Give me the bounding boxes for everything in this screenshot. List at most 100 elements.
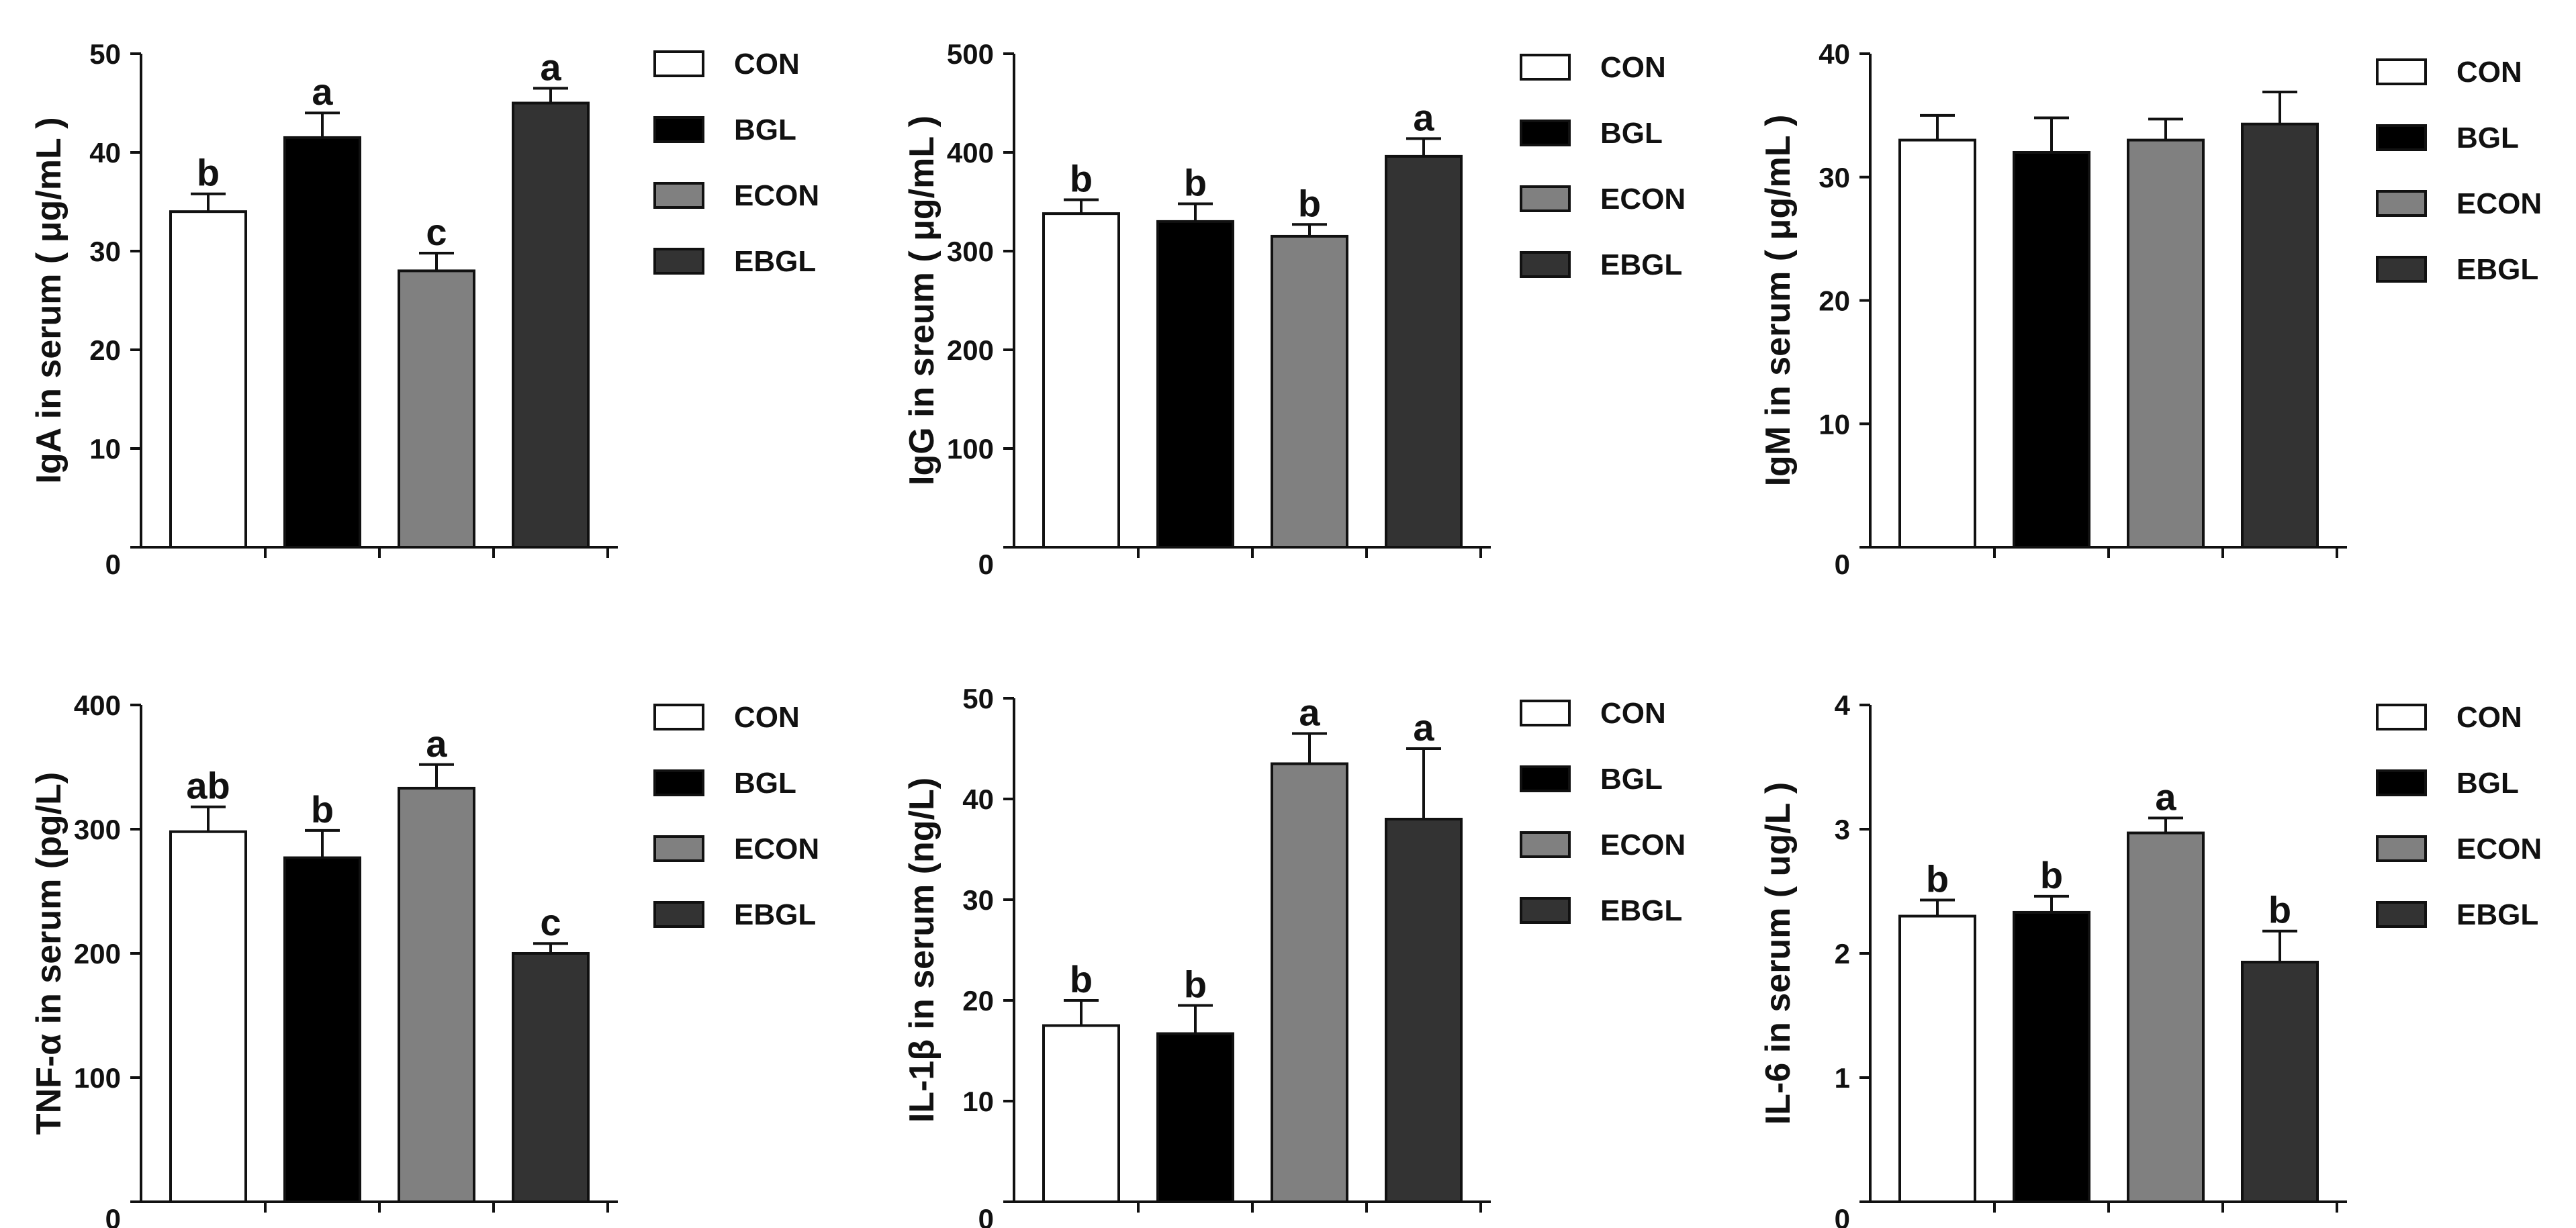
- bar-bgl: [1156, 220, 1234, 549]
- y-tick-label: 30: [1819, 162, 1850, 193]
- y-tick-label: 400: [74, 690, 121, 721]
- y-tick-label: 100: [74, 1062, 121, 1094]
- legend-label-bgl: BGL: [1600, 763, 1663, 796]
- significance-label: b: [1298, 182, 1321, 224]
- significance-label: b: [2268, 889, 2291, 931]
- significance-label: a: [312, 70, 333, 113]
- y-tick-label: 4: [1835, 690, 1851, 721]
- y-tick-label: 0: [1835, 549, 1850, 580]
- y-tick-label: 10: [1819, 408, 1850, 440]
- y-axis-title: IL-1β in serum (ng/L): [903, 777, 941, 1123]
- legend-label-con: CON: [2456, 56, 2522, 89]
- legend-label-bgl: BGL: [2456, 767, 2519, 800]
- chart-panel-5: 0 10 20 30 40 50 b b a a IL-1β in serum (ng/L) CON B…: [903, 683, 1686, 1228]
- y-tick-label: 30: [89, 236, 121, 267]
- y-tick-label: 0: [978, 549, 994, 580]
- legend-label-econ: ECON: [734, 179, 819, 212]
- legend-swatch-ebgl: [2376, 256, 2427, 283]
- legend-swatch-ebgl: [2376, 901, 2427, 928]
- significance-label: b: [197, 152, 220, 194]
- legend-swatch-bgl: [2376, 769, 2427, 796]
- legend-label-con: CON: [2456, 701, 2522, 734]
- legend-swatch-econ: [1520, 185, 1571, 212]
- significance-label: ab: [186, 765, 230, 807]
- legend-label-bgl: BGL: [734, 767, 796, 800]
- legend-label-bgl: BGL: [2456, 122, 2519, 154]
- y-tick-label: 20: [1819, 285, 1850, 317]
- y-tick-label: 20: [89, 334, 121, 366]
- legend-swatch-bgl: [2376, 124, 2427, 151]
- legend-swatch-bgl: [1520, 120, 1571, 146]
- legend-swatch-ebgl: [1520, 251, 1571, 278]
- bar-con: [169, 210, 247, 549]
- significance-label: b: [1070, 958, 1093, 1000]
- significance-label: c: [540, 901, 561, 943]
- legend-label-con: CON: [734, 701, 800, 734]
- y-tick-label: 40: [962, 784, 994, 815]
- y-tick-label: 200: [947, 334, 994, 366]
- chart-panel-1: 0 10 20 30 40 50 b a c a IgA in serum ( μg/mL ) CON…: [30, 38, 819, 580]
- chart-panel-4: 0 100 200 300 400 ab b a c TNF-α in serum (pg/L) C…: [30, 690, 819, 1228]
- y-tick-label: 0: [1835, 1203, 1850, 1228]
- significance-label: a: [540, 46, 561, 88]
- y-tick-label: 400: [947, 137, 994, 169]
- bar-ebgl: [2241, 960, 2319, 1203]
- bar-bgl: [2013, 910, 2090, 1203]
- y-tick-label: 40: [89, 137, 121, 169]
- y-tick-label: 0: [978, 1203, 994, 1228]
- significance-label: b: [1184, 963, 1207, 1006]
- y-tick-label: 40: [1819, 38, 1850, 70]
- legend-swatch-econ: [653, 182, 704, 209]
- legend-swatch-bgl: [653, 116, 704, 143]
- y-tick-label: 100: [947, 433, 994, 465]
- legend-label-bgl: BGL: [1600, 117, 1663, 150]
- y-axis-title: TNF-α in serum (pg/L): [30, 772, 68, 1135]
- significance-label: b: [1070, 158, 1093, 200]
- significance-label: a: [1413, 96, 1434, 138]
- legend-swatch-econ: [1520, 831, 1571, 858]
- y-tick-label: 10: [89, 433, 121, 465]
- y-tick-label: 10: [962, 1086, 994, 1117]
- significance-label: b: [311, 788, 334, 831]
- legend-swatch-con: [1520, 54, 1571, 81]
- bar-econ: [398, 269, 475, 549]
- legend-swatch-ebgl: [1520, 897, 1571, 924]
- significance-label: b: [2040, 854, 2063, 896]
- chart-panel-2: 0 100 200 300 400 500 b b b a IgG in sreum ( μg/mL…: [903, 38, 1686, 580]
- legend-label-con: CON: [1600, 51, 1666, 84]
- significance-label: b: [1926, 857, 1949, 900]
- bar-econ: [2127, 831, 2205, 1204]
- chart-panel-3: 0 10 20 30 40 IgM in serum ( μg/mL ) CON BGL ECO…: [1759, 38, 2542, 580]
- bar-con: [1898, 138, 1976, 549]
- y-tick-label: 50: [89, 38, 121, 70]
- legend-label-ebgl: EBGL: [734, 898, 816, 931]
- legend-swatch-bgl: [653, 769, 704, 796]
- legend-label-ebgl: EBGL: [2456, 898, 2538, 931]
- y-tick-label: 200: [74, 938, 121, 970]
- legend-swatch-bgl: [1520, 765, 1571, 792]
- significance-label: a: [1299, 692, 1320, 734]
- bar-ebgl: [1385, 154, 1463, 549]
- bar-econ: [2127, 138, 2205, 549]
- legend-label-ebgl: EBGL: [1600, 894, 1682, 927]
- legend-label-econ: ECON: [2456, 187, 2542, 220]
- y-tick-label: 300: [74, 814, 121, 845]
- legend-swatch-econ: [653, 835, 704, 862]
- y-axis-title: IgG in sreum ( μg/mL ): [903, 115, 941, 485]
- y-axis-title: IL-6 in serum ( ug/L ): [1759, 782, 1798, 1125]
- significance-label: a: [1413, 706, 1434, 749]
- bar-bgl: [283, 136, 361, 549]
- y-tick-label: 500: [947, 38, 994, 70]
- y-tick-label: 30: [962, 884, 994, 916]
- legend-swatch-con: [653, 50, 704, 77]
- bar-ebgl: [512, 952, 590, 1203]
- legend-label-con: CON: [1600, 697, 1666, 730]
- y-tick-label: 0: [105, 1203, 121, 1228]
- legend-swatch-ebgl: [653, 248, 704, 275]
- bar-ebgl: [512, 101, 590, 549]
- significance-label: a: [2155, 775, 2176, 818]
- bar-econ: [1271, 762, 1348, 1203]
- legend-swatch-econ: [2376, 190, 2427, 217]
- y-axis-title: IgM in serum ( μg/mL ): [1759, 115, 1798, 487]
